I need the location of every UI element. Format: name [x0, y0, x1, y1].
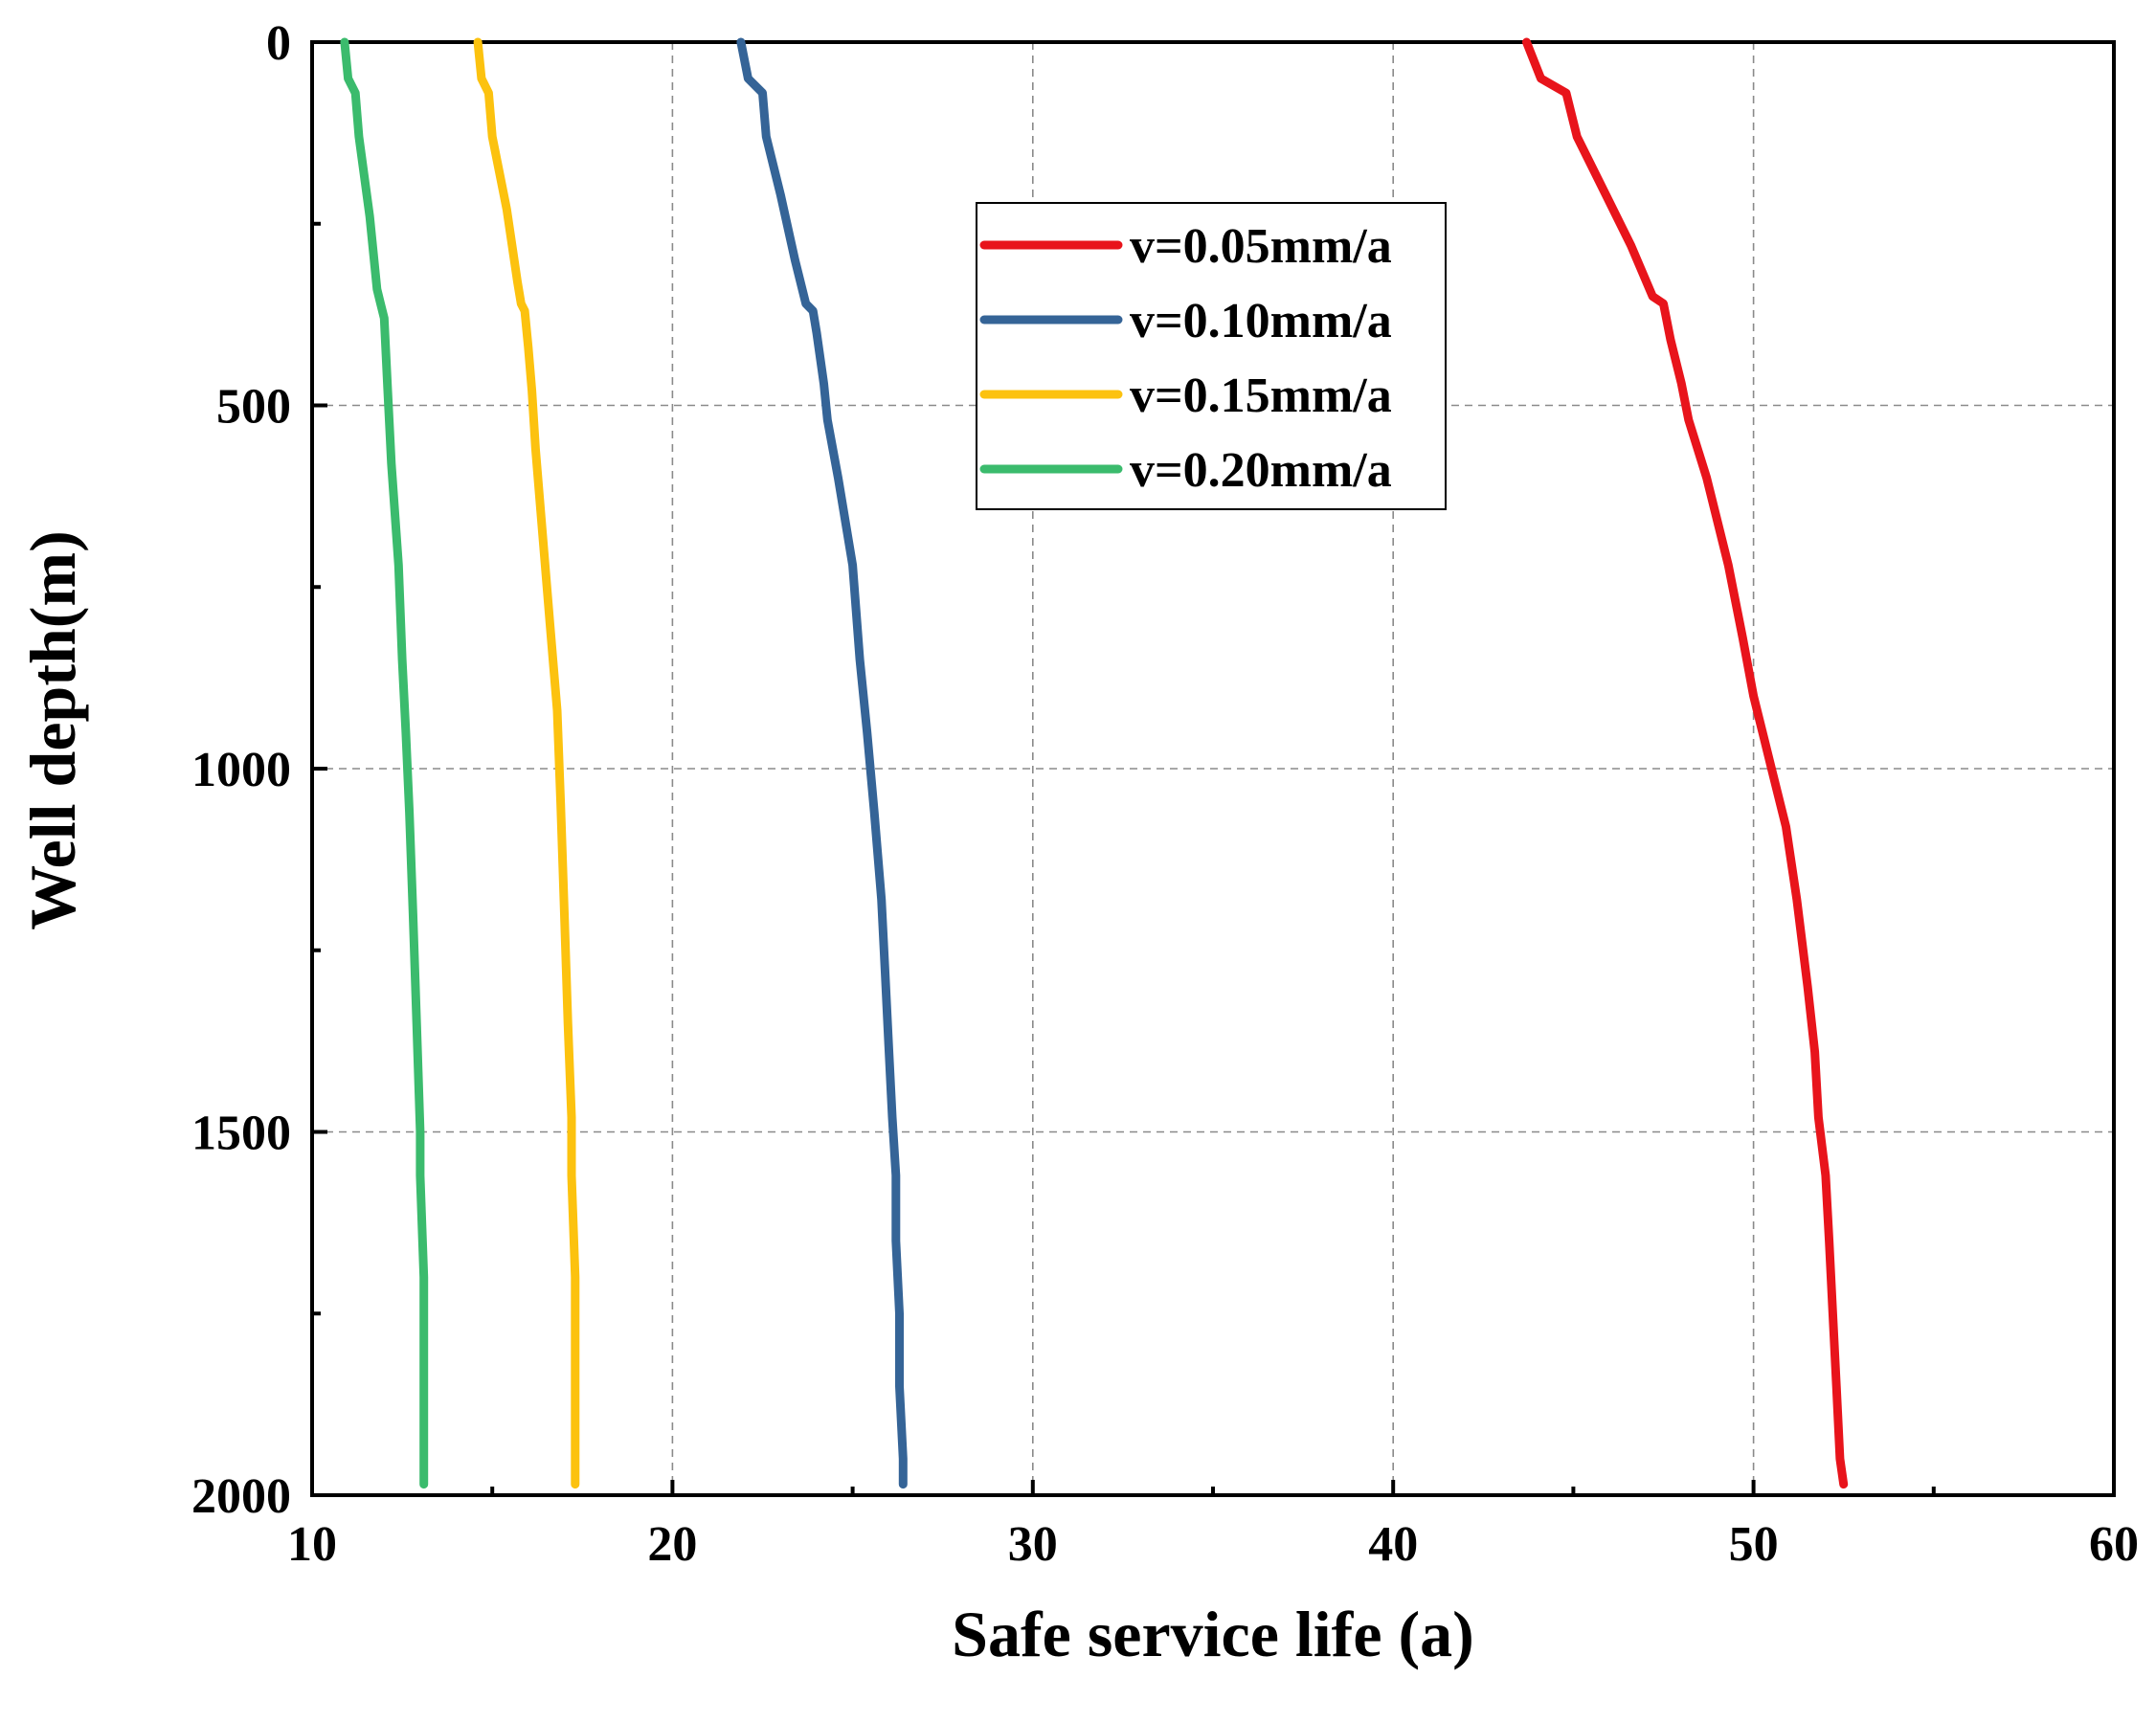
y-tick-label: 500	[216, 380, 291, 435]
x-tick-label: 50	[1729, 1517, 1779, 1572]
legend-box	[976, 202, 1447, 510]
legend-label-1: v=0.05mm/a	[1130, 219, 1392, 274]
series-line-1	[1522, 37, 1849, 1489]
x-tick-label: 10	[287, 1517, 337, 1572]
series-line-4	[340, 37, 429, 1489]
y-tick-label: 0	[266, 16, 291, 71]
legend-label-2: v=0.10mm/a	[1130, 294, 1392, 348]
x-tick-label: 20	[647, 1517, 697, 1572]
legend-label-4: v=0.20mm/a	[1130, 443, 1392, 498]
x-tick-label: 30	[1008, 1517, 1058, 1572]
series-lines	[340, 37, 1849, 1489]
legend-label-3: v=0.15mm/a	[1130, 369, 1392, 423]
y-axis-title: Well depth(m)	[16, 530, 89, 929]
series-line-3	[473, 37, 580, 1489]
axis-ticks: 10 20 30 40 50 60 0 500 1000 1500 2000	[191, 16, 2139, 1572]
y-tick-label: 2000	[191, 1469, 291, 1524]
x-tick-label: 60	[2089, 1517, 2139, 1572]
x-tick-label: 40	[1368, 1517, 1418, 1572]
x-axis-title: Safe service life (a)	[952, 1598, 1474, 1670]
y-tick-label: 1500	[191, 1107, 291, 1161]
legend: v=0.05mm/a v=0.10mm/a v=0.15mm/a v=0.20mm/a	[976, 202, 1447, 510]
series-line-2	[736, 37, 908, 1489]
y-tick-label: 1000	[191, 743, 291, 797]
